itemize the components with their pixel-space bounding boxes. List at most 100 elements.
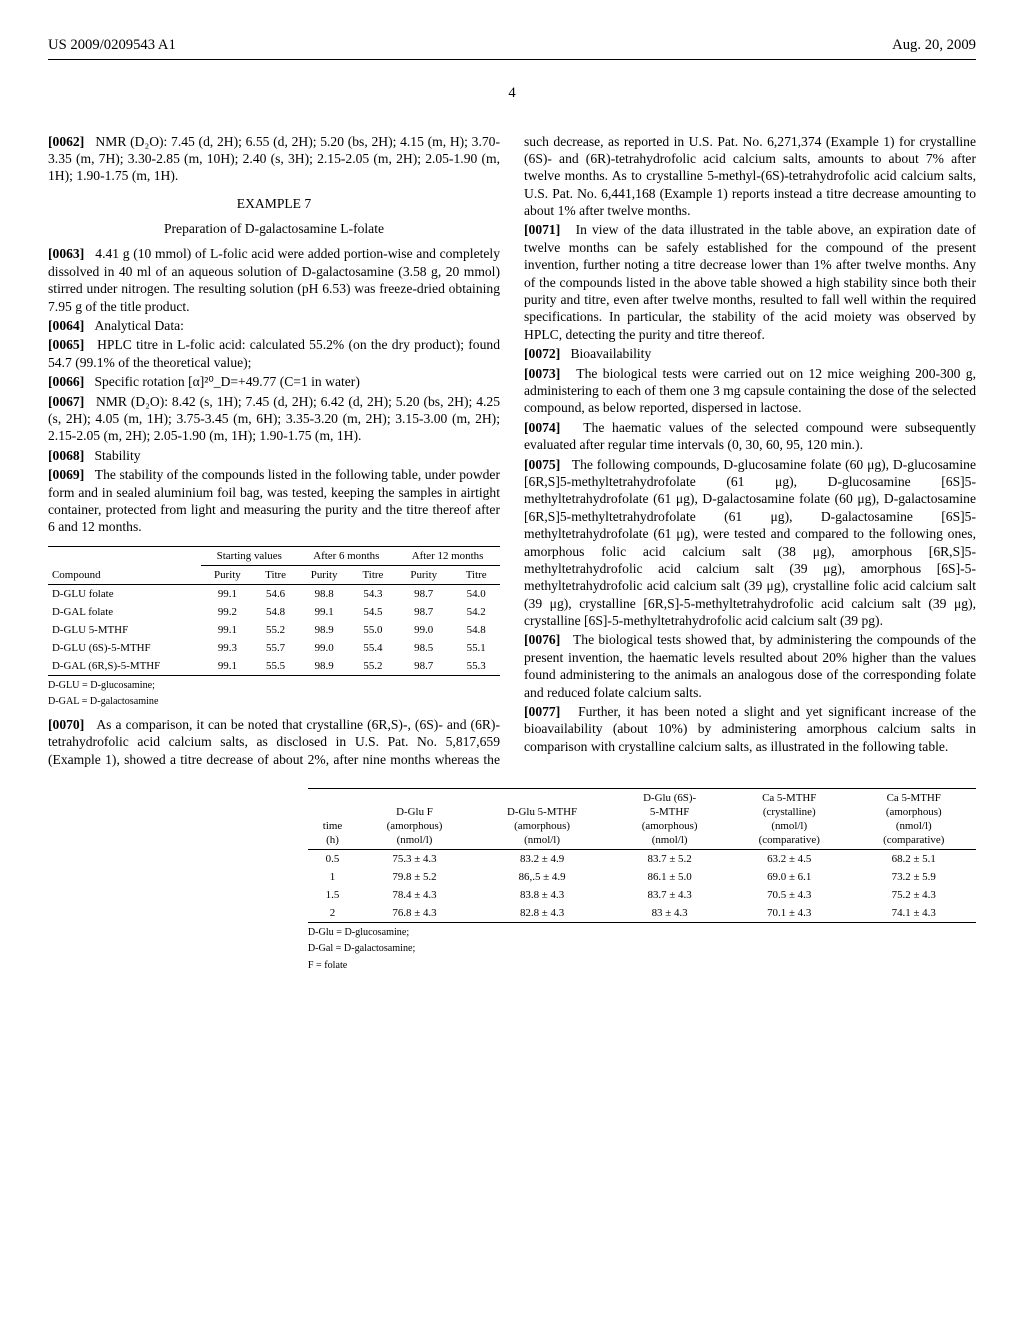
col-header: D-Glu F(amorphous)(nmol/l) <box>357 789 472 850</box>
publication-number: US 2009/0209543 A1 <box>48 36 176 55</box>
para-num: [0071] <box>524 222 560 237</box>
example-7-title: EXAMPLE 7 <box>48 195 500 212</box>
table-cell: 83.8 ± 4.3 <box>472 886 612 904</box>
para-num: [0070] <box>48 717 84 732</box>
table-cell: 99.0 <box>297 639 350 657</box>
table-cell: 2 <box>308 904 357 923</box>
para-text: The biological tests showed that, by adm… <box>524 632 976 699</box>
para-text: Specific rotation [α]²⁰_D=+49.77 (C=1 in… <box>94 374 359 389</box>
example-7-subtitle: Preparation of D-galactosamine L-folate <box>48 220 500 237</box>
table-cell: D-GLU 5-MTHF <box>48 621 201 639</box>
table-cell: 82.8 ± 4.3 <box>472 904 612 923</box>
table-cell: 76.8 ± 4.3 <box>357 904 472 923</box>
table-cell: 54.8 <box>254 603 298 621</box>
table-cell: 99.1 <box>201 584 254 603</box>
para-0062: [0062] NMR (D₂O): 7.45 (d, 2H); 6.55 (d,… <box>48 133 500 185</box>
para-text: Further, it has been noted a slight and … <box>524 704 976 754</box>
bio-body: 0.575.3 ± 4.383.2 ± 4.983.7 ± 5.263.2 ± … <box>308 850 976 923</box>
para-text: 4.41 g (10 mmol) of L-folic acid were ad… <box>48 246 500 313</box>
publication-date: Aug. 20, 2009 <box>892 36 976 55</box>
col-group: Starting values <box>201 546 297 565</box>
table-cell: 54.5 <box>351 603 395 621</box>
para-text: Analytical Data: <box>94 318 183 333</box>
para-num: [0076] <box>524 632 560 647</box>
col-header: Purity <box>297 565 350 584</box>
table-cell: 74.1 ± 4.3 <box>851 904 976 923</box>
table-cell: 83.7 ± 4.3 <box>612 886 727 904</box>
para-0071: [0071] In view of the data illustrated i… <box>524 221 976 343</box>
table-cell: 75.3 ± 4.3 <box>357 850 472 869</box>
para-num: [0077] <box>524 704 560 719</box>
table-cell: D-GLU folate <box>48 584 201 603</box>
col-header: D-Glu (6S)-5-MTHF(amorphous)(nmol/l) <box>612 789 727 850</box>
table-cell: 54.3 <box>351 584 395 603</box>
col-header: Ca 5-MTHF(crystalline)(nmol/l)(comparati… <box>727 789 852 850</box>
para-0073: [0073] The biological tests were carried… <box>524 365 976 417</box>
para-0069: [0069] The stability of the compounds li… <box>48 466 500 536</box>
stability-table: Starting values After 6 months After 12 … <box>48 546 500 676</box>
table-cell: 75.2 ± 4.3 <box>851 886 976 904</box>
para-num: [0069] <box>48 467 84 482</box>
col-header: Purity <box>395 565 452 584</box>
para-text: The stability of the compounds listed in… <box>48 467 500 534</box>
table-cell: 1 <box>308 868 357 886</box>
body-columns: [0062] NMR (D₂O): 7.45 (d, 2H); 6.55 (d,… <box>48 133 976 769</box>
para-0077: [0077] Further, it has been noted a slig… <box>524 703 976 755</box>
para-num: [0074] <box>524 420 560 435</box>
para-num: [0068] <box>48 448 84 463</box>
para-0072: [0072] Bioavailability <box>524 345 976 362</box>
table-cell: 70.5 ± 4.3 <box>727 886 852 904</box>
bio-footnote-3: F = folate <box>308 960 976 972</box>
table-cell: 98.9 <box>297 657 350 676</box>
table-cell: 55.2 <box>351 657 395 676</box>
table-cell: 55.5 <box>254 657 298 676</box>
table-cell: 55.0 <box>351 621 395 639</box>
col-header: D-Glu 5-MTHF(amorphous)(nmol/l) <box>472 789 612 850</box>
col-group: After 6 months <box>297 546 395 565</box>
para-num: [0062] <box>48 134 84 149</box>
table-cell: 54.6 <box>254 584 298 603</box>
table-cell: 86.1 ± 5.0 <box>612 868 727 886</box>
stability-footnote-1: D-GLU = D-glucosamine; <box>48 680 500 692</box>
para-num: [0064] <box>48 318 84 333</box>
table-cell: 98.9 <box>297 621 350 639</box>
bioavailability-table: time(h) D-Glu F(amorphous)(nmol/l) D-Glu… <box>308 788 976 923</box>
table-cell: 54.8 <box>452 621 500 639</box>
col-header: Compound <box>48 565 201 584</box>
para-0074: [0074] The haematic values of the select… <box>524 419 976 454</box>
para-0065: [0065] HPLC titre in L-folic acid: calcu… <box>48 336 500 371</box>
para-text: NMR (D₂O): 8.42 (s, 1H); 7.45 (d, 2H); 6… <box>48 394 500 444</box>
table-cell: 55.7 <box>254 639 298 657</box>
table-cell: 54.2 <box>452 603 500 621</box>
para-num: [0073] <box>524 366 560 381</box>
table-cell: 98.7 <box>395 657 452 676</box>
para-text: The haematic values of the selected comp… <box>524 420 976 452</box>
table-cell: 83 ± 4.3 <box>612 904 727 923</box>
para-num: [0066] <box>48 374 84 389</box>
table-cell: 99.3 <box>201 639 254 657</box>
table-cell: 70.1 ± 4.3 <box>727 904 852 923</box>
para-0064: [0064] Analytical Data: <box>48 317 500 334</box>
table-cell: 99.1 <box>201 657 254 676</box>
bio-footnote-2: D-Gal = D-galactosamine; <box>308 943 976 955</box>
para-text: Bioavailability <box>570 346 651 361</box>
table-cell: 55.4 <box>351 639 395 657</box>
para-0075: [0075] The following compounds, D-glucos… <box>524 456 976 630</box>
col-header: Ca 5-MTHF(amorphous)(nmol/l)(comparative… <box>851 789 976 850</box>
para-num: [0075] <box>524 457 560 472</box>
page-number: 4 <box>48 84 976 103</box>
table-cell: 0.5 <box>308 850 357 869</box>
table-cell: 63.2 ± 4.5 <box>727 850 852 869</box>
bio-table-wrapper: time(h) D-Glu F(amorphous)(nmol/l) D-Glu… <box>48 778 976 971</box>
table-cell: 98.7 <box>395 603 452 621</box>
para-text: NMR (D₂O): 7.45 (d, 2H); 6.55 (d, 2H); 5… <box>48 134 500 184</box>
table-cell: 83.2 ± 4.9 <box>472 850 612 869</box>
para-text: Stability <box>94 448 140 463</box>
para-text: The following compounds, D-glucosamine f… <box>524 457 976 629</box>
table-cell: 55.3 <box>452 657 500 676</box>
bio-footnote-1: D-Glu = D-glucosamine; <box>308 927 976 939</box>
col-header: Titre <box>254 565 298 584</box>
table-cell: 99.1 <box>297 603 350 621</box>
table-cell: 99.2 <box>201 603 254 621</box>
table-cell: 55.2 <box>254 621 298 639</box>
